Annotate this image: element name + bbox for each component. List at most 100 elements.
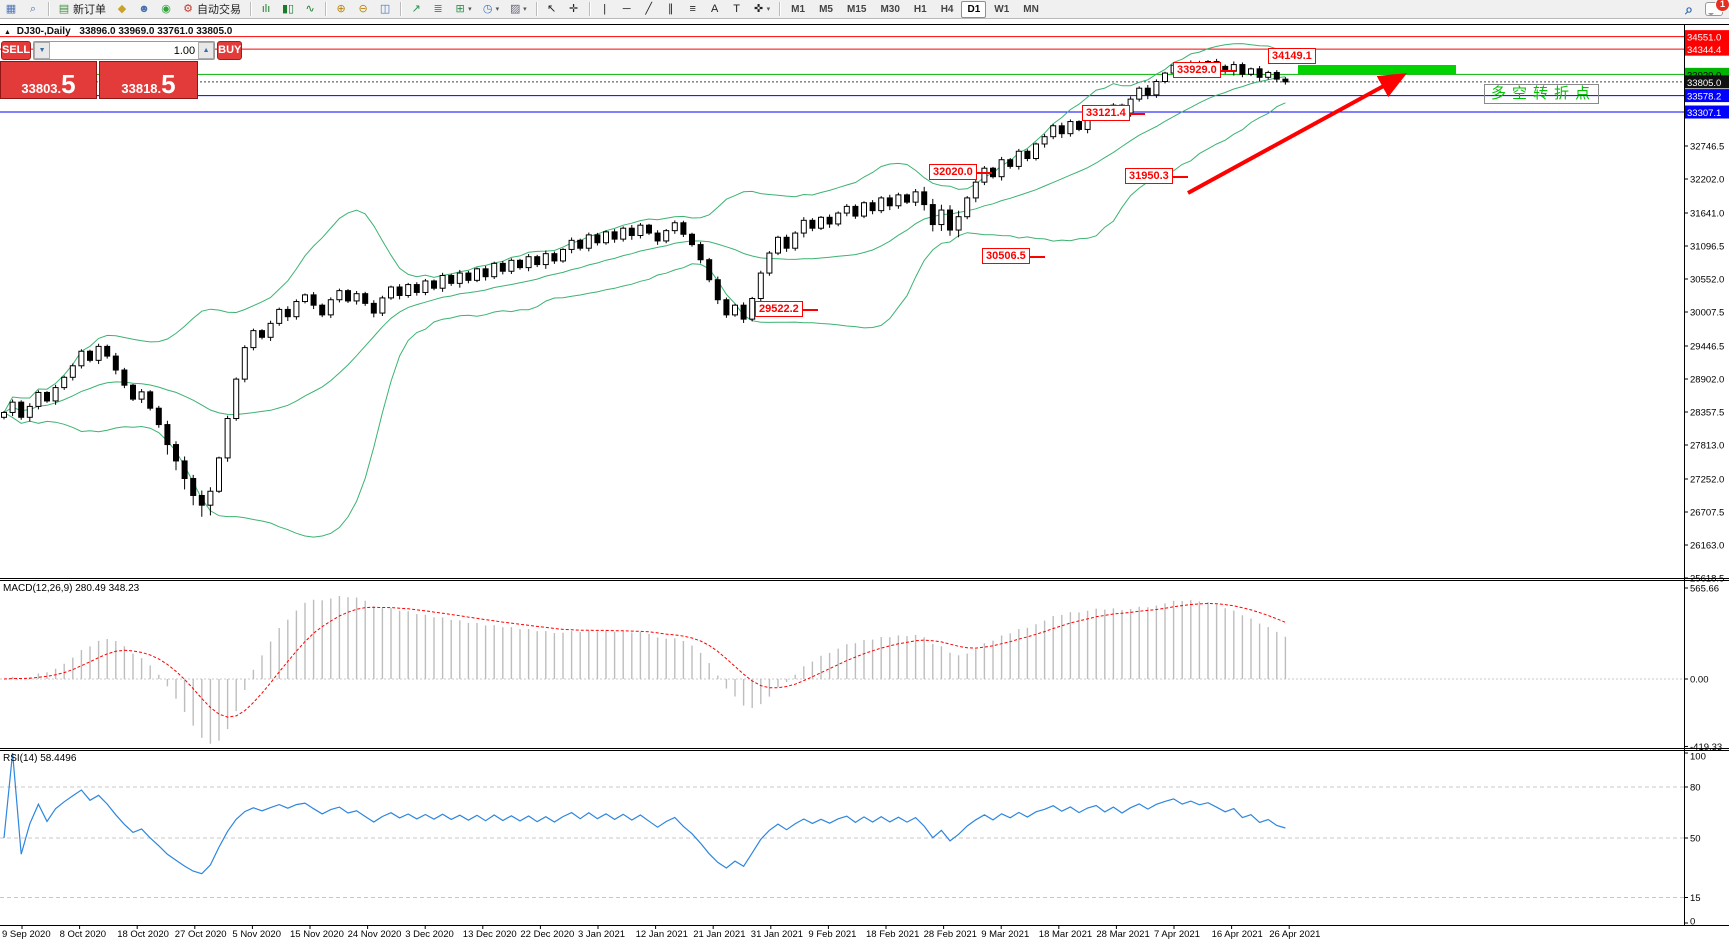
volume-stepper: ▼ ▲ <box>33 41 216 60</box>
timeframe-mn[interactable]: MN <box>1023 3 1039 15</box>
text-button[interactable]: A <box>705 0 725 18</box>
channel-button[interactable]: ∥ <box>661 0 681 18</box>
svg-text:27813.0: 27813.0 <box>1690 441 1724 452</box>
indicator-list-button[interactable]: ≣ <box>428 0 448 18</box>
zoom-in-icon: ⊕ <box>336 3 346 15</box>
svg-text:33307.1: 33307.1 <box>1687 108 1721 119</box>
indicator-up-button[interactable]: ↗ <box>406 0 426 18</box>
volume-input[interactable] <box>50 42 199 59</box>
main-toolbar: ▦ ⌕ ▤ 新订单 ◆ ☻ ◉ ⚙ 自动交易 ılı ▮▯ ∿ ⊕ ⊖ ◫ ↗ ≣ ⊞ ▾ ◷ ▾ ▨ ▾ ↖ ✛ | ─ ╱ ∥ ≡ A T… <box>0 0 1729 19</box>
svg-text:32202.0: 32202.0 <box>1690 175 1724 186</box>
svg-text:34551.0: 34551.0 <box>1687 33 1721 44</box>
timeframe-m5[interactable]: M5 <box>819 3 833 15</box>
chat-icon[interactable]: 1 <box>1705 0 1729 16</box>
toolbar-separator <box>400 2 402 16</box>
timeframe-toolbar: M1 M5 M15 M30 H1 H4 D1 W1 MN <box>775 0 1046 18</box>
timeframe-m1[interactable]: M1 <box>791 3 806 15</box>
vertical-line-button[interactable]: | <box>595 0 615 18</box>
svg-text:18 Oct 2020: 18 Oct 2020 <box>117 929 169 940</box>
svg-text:31641.0: 31641.0 <box>1690 209 1724 220</box>
svg-text:30007.5: 30007.5 <box>1690 308 1724 319</box>
template-button[interactable]: ▨ ▾ <box>505 0 531 18</box>
bar-chart-button[interactable]: ılı <box>256 0 276 18</box>
svg-text:32746.5: 32746.5 <box>1690 142 1724 153</box>
new-order-button[interactable]: ▤ 新订单 <box>54 0 110 18</box>
svg-text:18 Mar 2021: 18 Mar 2021 <box>1039 929 1092 940</box>
text-label-icon: T <box>733 3 741 15</box>
search-icon[interactable]: ⌕ <box>1685 1 1693 17</box>
toolbar-separator <box>325 2 327 16</box>
svg-text:15: 15 <box>1690 893 1701 904</box>
svg-text:5 Nov 2020: 5 Nov 2020 <box>232 929 281 940</box>
fibonacci-button[interactable]: ≡ <box>683 0 703 18</box>
buy-price-pips: 5 <box>161 69 176 99</box>
chevron-down-icon[interactable]: ▾ <box>766 6 771 13</box>
text-label-button[interactable]: T <box>727 0 747 18</box>
cursor-button[interactable]: ↖ <box>542 0 562 18</box>
zoom-out-button[interactable]: ⊖ <box>353 0 373 18</box>
deposit-button[interactable]: ◆ <box>112 0 132 18</box>
horizontal-line-button[interactable]: ─ <box>617 0 637 18</box>
timeframe-m30[interactable]: M30 <box>880 3 900 15</box>
add-chart-icon: ⊞ <box>455 3 465 15</box>
indicator-list-icon: ≣ <box>433 3 443 15</box>
period-clock-button[interactable]: ◷ ▾ <box>478 0 504 18</box>
toolbar-right: ⌕ 1 <box>1683 0 1729 17</box>
timeframe-h4[interactable]: H4 <box>940 3 954 15</box>
svg-text:33578.2: 33578.2 <box>1687 92 1721 103</box>
svg-text:9 Feb 2021: 9 Feb 2021 <box>808 929 856 940</box>
add-chart-button[interactable]: ⊞ ▾ <box>450 0 476 18</box>
timeframe-d1[interactable]: D1 <box>961 0 987 18</box>
buy-button[interactable]: BUY <box>217 41 243 60</box>
community-button[interactable]: ☻ <box>134 0 154 18</box>
period-clock-icon: ◷ <box>482 3 493 15</box>
trendline-button[interactable]: ╱ <box>639 0 659 18</box>
collapse-arrow-icon[interactable]: ▲ <box>4 29 11 36</box>
candle-chart-icon: ▮▯ <box>282 3 295 15</box>
charts-grid-button[interactable]: ▦ <box>1 0 21 18</box>
svg-text:3 Dec 2020: 3 Dec 2020 <box>405 929 454 940</box>
svg-text:31096.5: 31096.5 <box>1690 242 1724 253</box>
charts-grid-icon: ▦ <box>5 3 17 15</box>
svg-text:15 Nov 2020: 15 Nov 2020 <box>290 929 344 940</box>
arrows-button[interactable]: ✜ ▾ <box>749 0 775 18</box>
svg-text:22 Dec 2020: 22 Dec 2020 <box>520 929 574 940</box>
timeframe-m15[interactable]: M15 <box>846 3 867 15</box>
line-chart-button[interactable]: ∿ <box>300 0 320 18</box>
price-callout: 32020.0 <box>929 164 992 180</box>
sell-button[interactable]: SELL <box>1 41 32 60</box>
timeframe-h1[interactable]: H1 <box>913 3 927 15</box>
fibonacci-icon: ≡ <box>689 3 696 15</box>
signal-button[interactable]: ◉ <box>156 0 176 18</box>
svg-text:34344.4: 34344.4 <box>1687 45 1721 56</box>
price-callout: 31950.3 <box>1125 168 1188 184</box>
data-window-icon: ⌕ <box>29 3 37 15</box>
toolbar-separator <box>250 2 251 16</box>
crosshair-icon: ✛ <box>569 3 579 15</box>
horizontal-line-icon: ─ <box>622 3 631 15</box>
timeframe-w1[interactable]: W1 <box>994 3 1010 15</box>
candle-chart-button[interactable]: ▮▯ <box>278 0 298 18</box>
svg-text:80: 80 <box>1690 783 1701 794</box>
svg-text:27252.0: 27252.0 <box>1690 475 1724 486</box>
chevron-down-icon[interactable]: ▾ <box>468 6 472 13</box>
chevron-down-icon[interactable]: ▾ <box>495 6 500 13</box>
crosshair-button[interactable]: ✛ <box>564 0 584 18</box>
volume-decrease-button[interactable]: ▼ <box>34 42 51 59</box>
text-icon: A <box>710 3 719 15</box>
data-window-button[interactable]: ⌕ <box>23 0 43 18</box>
chevron-down-icon[interactable]: ▾ <box>523 6 527 13</box>
svg-text:18 Feb 2021: 18 Feb 2021 <box>866 929 919 940</box>
tile-windows-button[interactable]: ◫ <box>375 0 395 18</box>
zoom-in-button[interactable]: ⊕ <box>331 0 351 18</box>
volume-increase-button[interactable]: ▲ <box>198 42 215 59</box>
buy-price[interactable]: 33818. 5 <box>99 61 198 99</box>
sell-price[interactable]: 33803. 5 <box>0 61 97 99</box>
svg-text:26 Apr 2021: 26 Apr 2021 <box>1269 929 1320 940</box>
svg-text:30552.0: 30552.0 <box>1690 275 1724 286</box>
rsi-label: RSI(14) 58.4496 <box>3 753 77 764</box>
channel-icon: ∥ <box>667 3 674 15</box>
autotrade-button[interactable]: ⚙ 自动交易 <box>178 0 245 18</box>
symbol-period-label: DJ30-,Daily <box>16 26 71 37</box>
